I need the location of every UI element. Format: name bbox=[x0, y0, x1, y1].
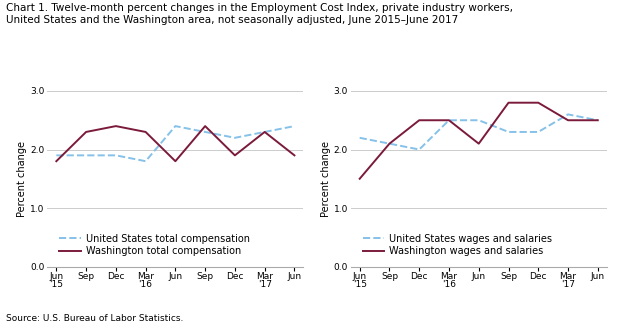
United States total compensation bbox=[52, 153, 60, 157]
Washington wages and salaries bbox=[594, 118, 602, 122]
Washington total compensation bbox=[202, 124, 209, 128]
Washington total compensation bbox=[261, 130, 269, 134]
Washington wages and salaries bbox=[356, 177, 363, 181]
Washington wages and salaries bbox=[505, 101, 513, 105]
United States total compensation bbox=[291, 124, 298, 128]
Text: Chart 1. Twelve-month percent changes in the Employment Cost Index, private indu: Chart 1. Twelve-month percent changes in… bbox=[6, 3, 513, 25]
Washington total compensation bbox=[142, 130, 149, 134]
United States wages and salaries bbox=[505, 130, 513, 134]
Line: Washington total compensation: Washington total compensation bbox=[56, 126, 295, 161]
Washington wages and salaries bbox=[386, 142, 393, 146]
Legend: United States wages and salaries, Washington wages and salaries: United States wages and salaries, Washin… bbox=[361, 232, 554, 258]
United States wages and salaries bbox=[386, 142, 393, 146]
Y-axis label: Percent change: Percent change bbox=[18, 141, 27, 217]
Washington total compensation bbox=[52, 159, 60, 163]
United States wages and salaries bbox=[535, 130, 542, 134]
Washington total compensation bbox=[112, 124, 119, 128]
Washington wages and salaries bbox=[445, 118, 453, 122]
Line: United States total compensation: United States total compensation bbox=[56, 126, 295, 161]
Line: United States wages and salaries: United States wages and salaries bbox=[360, 114, 598, 150]
Washington wages and salaries bbox=[415, 118, 423, 122]
Washington wages and salaries bbox=[535, 101, 542, 105]
United States wages and salaries bbox=[594, 118, 602, 122]
United States wages and salaries bbox=[475, 118, 483, 122]
United States total compensation bbox=[261, 130, 269, 134]
Legend: United States total compensation, Washington total compensation: United States total compensation, Washin… bbox=[58, 232, 252, 258]
Washington total compensation bbox=[291, 153, 298, 157]
Line: Washington wages and salaries: Washington wages and salaries bbox=[360, 103, 598, 179]
United States wages and salaries bbox=[445, 118, 453, 122]
United States wages and salaries bbox=[564, 112, 572, 116]
Washington total compensation bbox=[171, 159, 179, 163]
United States total compensation bbox=[82, 153, 90, 157]
United States total compensation bbox=[231, 136, 239, 140]
United States total compensation bbox=[112, 153, 119, 157]
Washington total compensation bbox=[231, 153, 239, 157]
Washington wages and salaries bbox=[564, 118, 572, 122]
United States total compensation bbox=[142, 159, 149, 163]
United States total compensation bbox=[202, 130, 209, 134]
Y-axis label: Percent change: Percent change bbox=[321, 141, 331, 217]
United States wages and salaries bbox=[356, 136, 363, 140]
United States wages and salaries bbox=[415, 148, 423, 151]
United States total compensation bbox=[171, 124, 179, 128]
Text: Source: U.S. Bureau of Labor Statistics.: Source: U.S. Bureau of Labor Statistics. bbox=[6, 314, 184, 323]
Washington wages and salaries bbox=[475, 142, 483, 146]
Washington total compensation bbox=[82, 130, 90, 134]
